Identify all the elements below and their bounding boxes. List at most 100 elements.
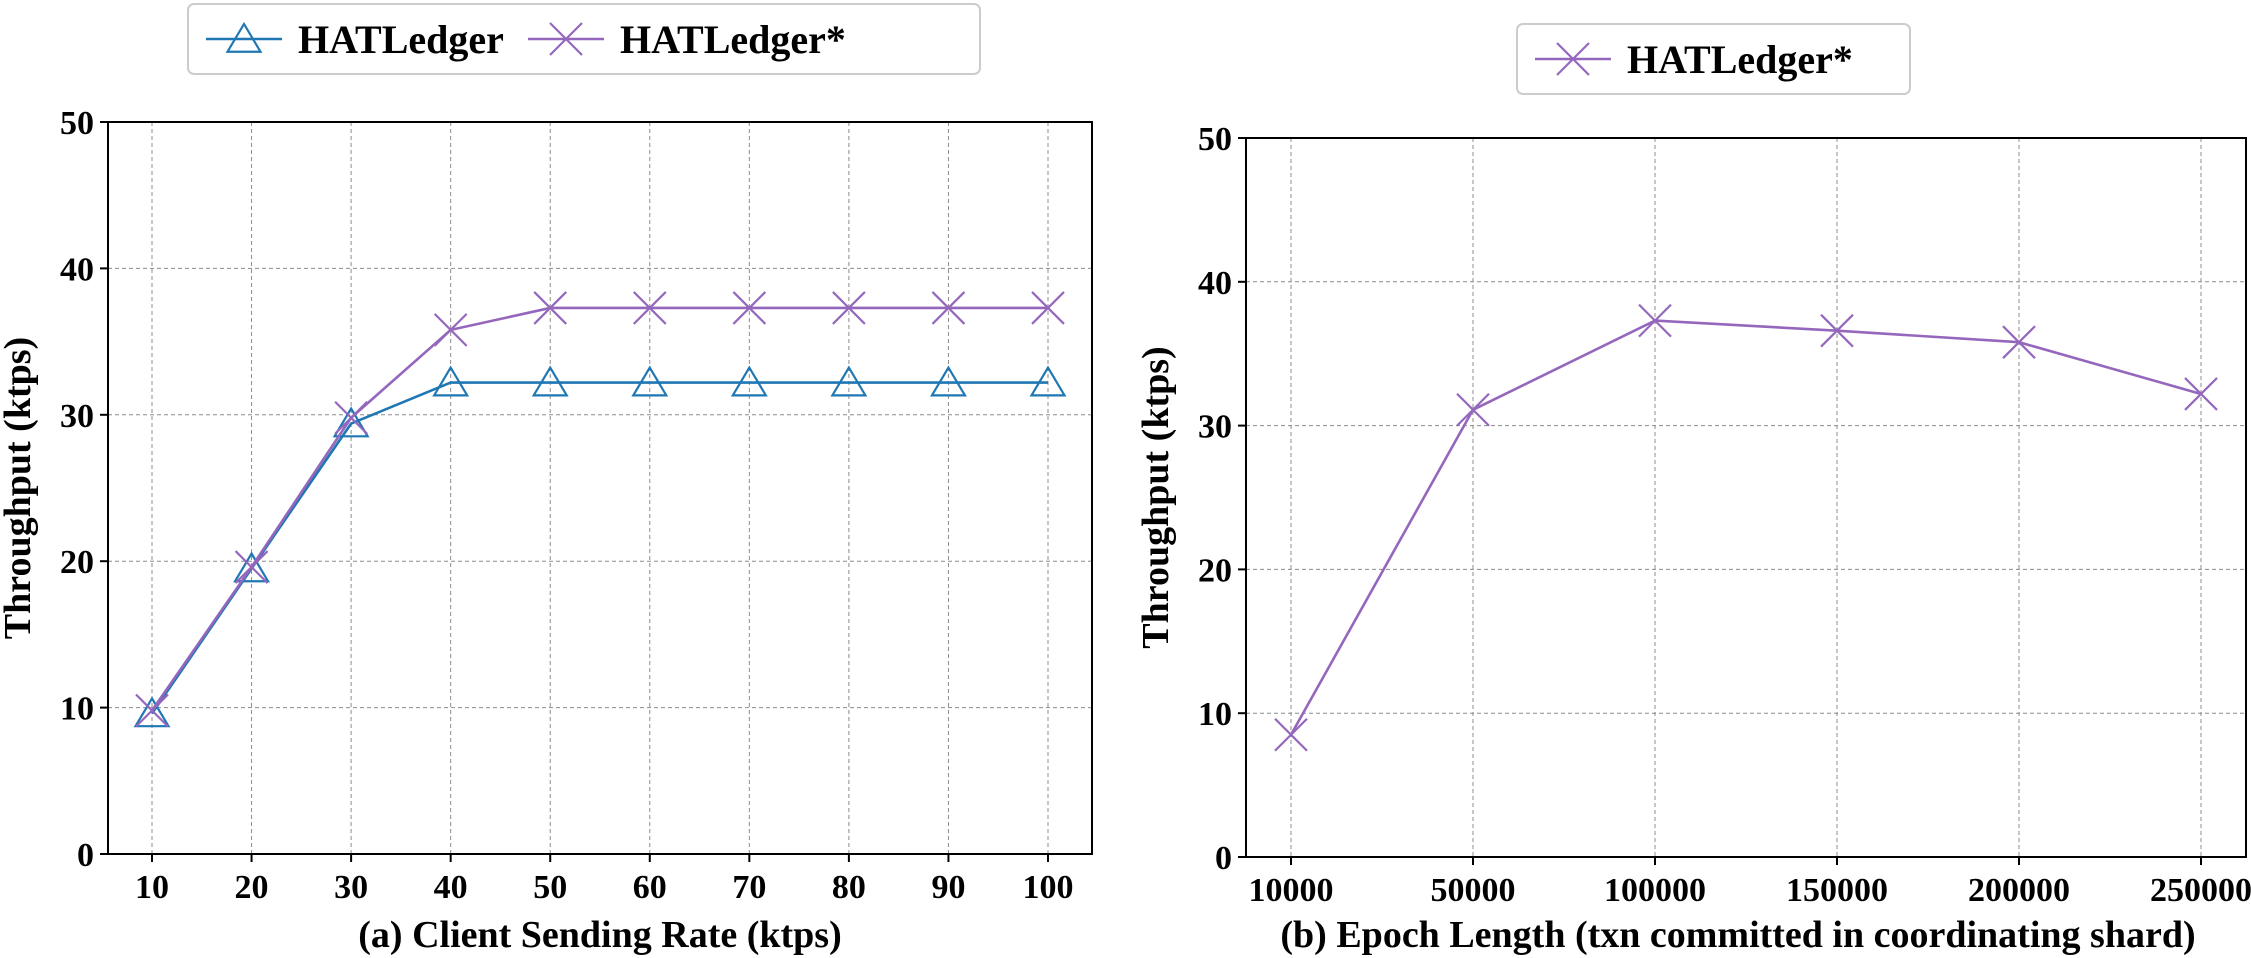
x-tick-label: 20: [235, 869, 269, 906]
legend: HATLedger HATLedger*: [187, 3, 981, 75]
marker-stroke: [549, 22, 583, 56]
y-tick-label: 30: [60, 398, 94, 435]
grid: [1246, 137, 2246, 858]
data-point-hatledger: [830, 365, 868, 397]
marker-stroke: [2184, 377, 2218, 411]
series-line-hatledger: [150, 381, 1048, 715]
marker-stroke: [1456, 393, 1490, 427]
data-point-hatledger-star: [533, 291, 568, 325]
data-point-hatledger: [930, 365, 967, 397]
data-point-hatledger-star: [234, 550, 269, 584]
x-tick-label: 70: [732, 869, 766, 906]
data-point-hatledger: [432, 365, 470, 397]
marker-stroke: [1820, 313, 1854, 348]
data-point-hatledger-star: [632, 291, 667, 325]
chart-panel-b: 0 10 20 30 40 50 10000 50000 100000 150000 200000 2…: [1135, 23, 2251, 956]
y-axis: 0 10 20 30 40 50: [1198, 121, 1246, 877]
x-tick-label: 200000: [1968, 872, 2070, 909]
data-point-hatledger: [1029, 365, 1067, 397]
data-point-hatledger-star: [135, 693, 169, 728]
marker-stroke: [832, 291, 866, 325]
x-tick-label: 10000: [1249, 872, 1334, 909]
x-axis: 10000 50000 100000 150000 200000 250000: [1249, 857, 2251, 909]
series-hatledger: [133, 365, 1067, 728]
data-point-hatledger-star: [931, 291, 966, 325]
y-tick-label: 0: [77, 837, 94, 874]
data-point-hatledger-star: [334, 400, 368, 435]
data-point-hatledger-star: [832, 291, 866, 325]
y-axis: 0 10 20 30 40 50: [60, 105, 108, 874]
x-tick-label: 80: [832, 869, 866, 906]
y-tick-label: 0: [1215, 840, 1232, 877]
legend-marker: [225, 21, 263, 53]
plot-area-frame: [107, 121, 1093, 855]
marker-stroke: [533, 291, 568, 325]
y-tick-label: 40: [1198, 265, 1232, 302]
x-tick-label: 50: [533, 869, 567, 906]
legend-marker: [549, 22, 583, 56]
marker-stroke: [2002, 325, 2036, 359]
y-tick-label: 10: [60, 691, 94, 728]
legend-label: HATLedger: [298, 17, 504, 62]
legend-item-hatledger-star: HATLedger*: [528, 17, 846, 62]
x-tick-label: 150000: [1786, 872, 1888, 909]
data-point-hatledger-star: [1274, 717, 1308, 752]
chart-panel-a: 0 10 20 30 40 50 10 20 30 40 50 60 70 80 90 100 (a) Clie…: [0, 3, 1093, 956]
data-point-hatledger-star: [433, 313, 468, 347]
x-tick-label: 40: [434, 869, 468, 906]
marker-stroke: [632, 291, 667, 325]
data-point-hatledger-star: [1031, 291, 1065, 325]
y-tick-label: 20: [1198, 552, 1232, 589]
data-point-hatledger-star: [2184, 377, 2218, 411]
x-tick-label: 30: [334, 869, 368, 906]
x-axis-title: (b) Epoch Length (txn committed in coord…: [1280, 914, 2195, 956]
marker-stroke: [234, 550, 269, 584]
x-tick-label: 50000: [1431, 872, 1516, 909]
x-tick-label: 60: [633, 869, 667, 906]
legend-frame: [1516, 23, 1911, 95]
legend-label: HATLedger*: [1627, 37, 1853, 82]
data-point-hatledger: [233, 551, 270, 583]
x-tick-label: 100: [1023, 869, 1074, 906]
marker-stroke: [1638, 303, 1672, 338]
legend-marker: [1556, 42, 1590, 76]
y-tick-label: 40: [60, 251, 94, 288]
data-point-hatledger: [332, 406, 370, 438]
data-point-hatledger-star: [2002, 325, 2036, 359]
data-point-hatledger-star: [1638, 303, 1672, 338]
y-tick-label: 50: [1198, 121, 1232, 158]
marker-stroke: [433, 313, 468, 347]
data-point-hatledger-star: [1820, 313, 1854, 348]
data-point-hatledger: [631, 365, 669, 397]
y-tick-label: 10: [1198, 696, 1232, 733]
marker-stroke: [334, 400, 368, 435]
data-point-hatledger: [730, 365, 768, 397]
series-hatledger-star: [135, 291, 1065, 728]
y-axis-title: Throughput (ktps): [0, 337, 39, 639]
legend: HATLedger*: [1516, 23, 1911, 95]
y-tick-label: 50: [60, 105, 94, 142]
x-tick-label: 100000: [1604, 872, 1706, 909]
x-axis-title: (a) Client Sending Rate (ktps): [358, 914, 841, 956]
data-point-hatledger-star: [732, 291, 767, 325]
x-tick-label: 250000: [2150, 872, 2251, 909]
marker-stroke: [135, 693, 169, 728]
x-axis: 10 20 30 40 50 60 70 80 90 100: [135, 854, 1074, 906]
marker-stroke: [732, 291, 767, 325]
y-axis-title: Throughput (ktps): [1135, 346, 1177, 648]
series-line-hatledger-star: [150, 306, 1048, 712]
marker-stroke: [931, 291, 966, 325]
marker-stroke: [1274, 717, 1308, 752]
series-hatledger-star: [1274, 303, 2218, 752]
data-point-hatledger: [133, 696, 171, 728]
marker-stroke: [1031, 291, 1065, 325]
data-point-hatledger: [531, 365, 569, 397]
x-tick-label: 10: [135, 869, 169, 906]
grid: [108, 121, 1092, 855]
legend-label: HATLedger*: [620, 17, 846, 62]
legend-item-hatledger-star: HATLedger*: [1535, 37, 1853, 82]
y-tick-label: 20: [60, 544, 94, 581]
plot-area-frame: [1245, 137, 2247, 858]
y-tick-label: 30: [1198, 409, 1232, 446]
